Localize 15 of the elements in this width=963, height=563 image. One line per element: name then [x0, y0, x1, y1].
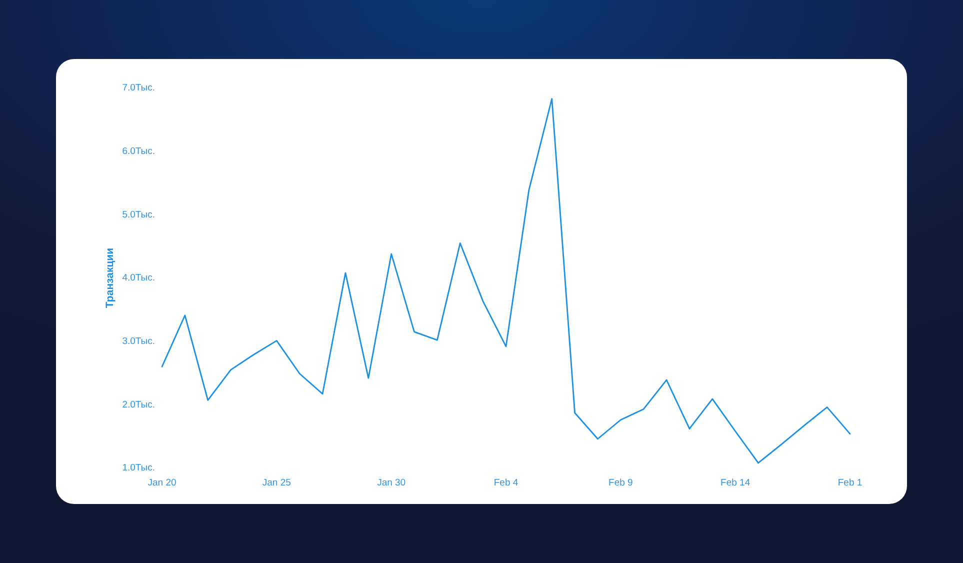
y-axis-title: Транзакции	[104, 248, 116, 308]
x-tick-label: Feb 4	[494, 477, 518, 488]
x-tick-label: Feb 1	[838, 477, 862, 488]
y-tick-label: 5.0Тыс.	[122, 209, 155, 220]
x-tick-label: Jan 25	[262, 477, 291, 488]
y-tick-label: 7.0Тыс.	[122, 82, 155, 94]
y-tick-label: 6.0Тыс.	[122, 146, 155, 157]
y-tick-label: 4.0Тыс.	[122, 272, 155, 284]
x-tick-label: Feb 9	[608, 477, 633, 488]
y-tick-label: 1.0Тыс.	[122, 462, 155, 474]
x-tick-label: Feb 14	[720, 477, 750, 488]
y-tick-label: 3.0Тыс.	[122, 336, 155, 347]
x-tick-label: Jan 20	[148, 477, 176, 488]
y-tick-label: 2.0Тыс.	[122, 399, 155, 410]
x-tick-label: Jan 30	[377, 477, 406, 488]
